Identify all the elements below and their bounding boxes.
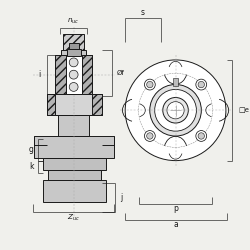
Circle shape bbox=[198, 133, 204, 139]
Bar bbox=[55, 55, 92, 94]
Circle shape bbox=[196, 130, 207, 141]
Text: $Z_{uc}$: $Z_{uc}$ bbox=[67, 213, 80, 224]
Circle shape bbox=[144, 130, 155, 141]
Circle shape bbox=[163, 98, 188, 123]
Text: $n_{uc}$: $n_{uc}$ bbox=[68, 17, 80, 26]
Text: Øf: Øf bbox=[116, 70, 124, 76]
Text: g: g bbox=[29, 145, 34, 154]
Bar bbox=[92, 94, 102, 115]
Text: □e: □e bbox=[238, 107, 249, 113]
Circle shape bbox=[147, 82, 153, 88]
Circle shape bbox=[144, 79, 155, 90]
Circle shape bbox=[125, 60, 226, 160]
Bar bbox=[82, 55, 92, 94]
Text: k: k bbox=[29, 162, 34, 171]
Bar bbox=[61, 50, 86, 55]
Circle shape bbox=[69, 70, 78, 79]
Text: j: j bbox=[120, 193, 122, 202]
Circle shape bbox=[69, 82, 78, 91]
Bar bbox=[34, 136, 114, 158]
Circle shape bbox=[147, 133, 153, 139]
Bar bbox=[58, 115, 89, 136]
Circle shape bbox=[198, 82, 204, 88]
Circle shape bbox=[150, 84, 201, 136]
Circle shape bbox=[196, 79, 207, 90]
Circle shape bbox=[69, 58, 78, 67]
Text: p: p bbox=[173, 204, 178, 214]
Bar bbox=[48, 170, 101, 180]
Bar bbox=[66, 55, 82, 94]
Bar bbox=[43, 158, 106, 170]
Bar bbox=[69, 43, 78, 49]
Bar bbox=[173, 78, 178, 86]
Text: i: i bbox=[38, 70, 40, 79]
Bar bbox=[47, 94, 102, 115]
Text: s: s bbox=[141, 8, 145, 16]
Bar bbox=[43, 180, 106, 202]
Bar bbox=[55, 55, 66, 94]
Circle shape bbox=[167, 102, 184, 119]
Bar bbox=[63, 34, 84, 50]
Text: a: a bbox=[174, 220, 178, 230]
Bar bbox=[47, 94, 55, 115]
Circle shape bbox=[155, 90, 196, 131]
Bar bbox=[67, 49, 80, 56]
